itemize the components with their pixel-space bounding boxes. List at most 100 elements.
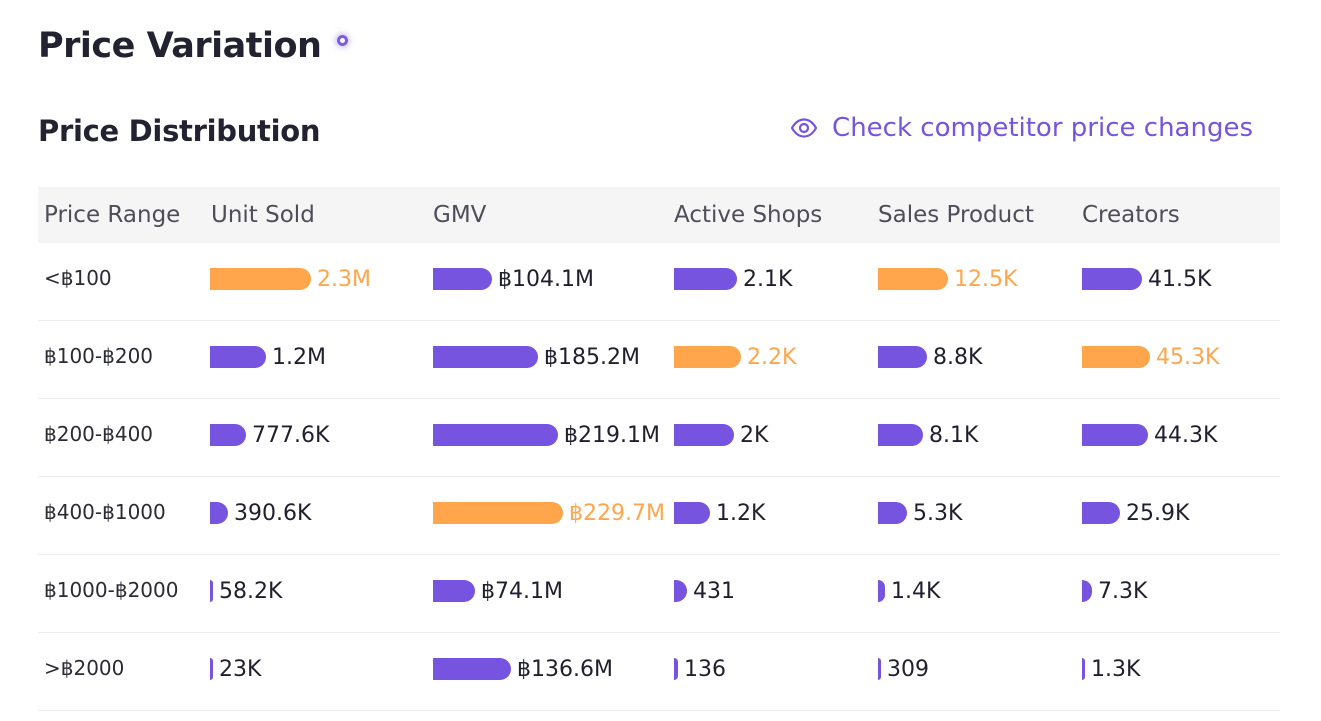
active-shops-cell: 2.2K: [674, 345, 796, 370]
sales-product-cell: 8.1K: [878, 422, 979, 448]
unit-sold-value: 777.6K: [252, 422, 330, 448]
price-range-label: ฿1000-฿2000: [44, 578, 179, 602]
sales-product-value: 12.5K: [954, 266, 1018, 292]
gmv-bar: [433, 268, 492, 290]
sales-product-value: 8.8K: [933, 344, 983, 370]
gmv-value: ฿229.7M: [569, 500, 665, 526]
active-shops-value: 431: [693, 578, 735, 604]
gmv-cell: ฿229.7M: [433, 500, 665, 526]
table-row[interactable]: ฿1000-฿2000 58.2K ฿74.1M 431 1.4K 7.3K: [38, 555, 1280, 633]
status-dot-icon: [337, 34, 349, 46]
active-shops-value: 136: [684, 656, 726, 682]
creators-cell: 44.3K: [1082, 422, 1218, 448]
gmv-value: ฿185.2M: [544, 344, 640, 370]
table-header: Price Range Unit Sold GMV Active Shops S…: [38, 187, 1280, 243]
check-competitor-price-link[interactable]: Check competitor price changes: [790, 113, 1253, 143]
gmv-cell: ฿185.2M: [433, 344, 640, 370]
gmv-bar: [433, 580, 475, 602]
column-header-sales-product[interactable]: Sales Product: [878, 202, 1034, 228]
sales-product-value: 1.4K: [891, 578, 941, 604]
unit-sold-cell: 23K: [210, 656, 262, 682]
unit-sold-value: 2.3M: [317, 266, 371, 292]
unit-sold-cell: 390.6K: [210, 500, 312, 526]
eye-icon: [790, 118, 818, 138]
gmv-value: ฿74.1M: [481, 578, 563, 604]
price-range-label: ฿400-฿1000: [44, 500, 166, 524]
active-shops-cell: 136: [674, 656, 726, 682]
active-shops-cell: 431: [674, 578, 735, 604]
section-title: Price Distribution: [38, 114, 321, 148]
creators-value: 7.3K: [1098, 578, 1148, 604]
page-title: Price Variation: [38, 26, 349, 66]
sales-product-bar: [878, 580, 885, 602]
column-header-creators[interactable]: Creators: [1082, 202, 1180, 228]
unit-sold-value: 23K: [219, 656, 262, 682]
unit-sold-cell: 777.6K: [210, 422, 330, 448]
creators-bar: [1082, 502, 1120, 524]
active-shops-bar: [674, 424, 734, 446]
sales-product-cell: 12.5K: [878, 266, 1018, 292]
creators-bar: [1082, 424, 1148, 446]
column-header-gmv[interactable]: GMV: [433, 202, 487, 228]
table-row[interactable]: ฿200-฿400 777.6K ฿219.1M 2K 8.1K 44.3K: [38, 399, 1280, 477]
sales-product-cell: 1.4K: [878, 578, 941, 604]
unit-sold-bar: [210, 580, 213, 602]
table-body: <฿100 2.3M ฿104.1M 2.1K 12.5K 41.5K ฿100-฿200 1…: [38, 243, 1280, 711]
active-shops-value: 2K: [740, 422, 769, 448]
active-shops-cell: 1.2K: [674, 500, 766, 526]
unit-sold-value: 58.2K: [219, 578, 283, 604]
creators-value: 25.9K: [1126, 500, 1190, 526]
sales-product-value: 309: [887, 656, 929, 682]
check-competitor-price-label: Check competitor price changes: [832, 113, 1253, 143]
gmv-bar: [433, 658, 511, 680]
price-range-label: >฿2000: [44, 656, 125, 680]
table-row[interactable]: ฿100-฿200 1.2M ฿185.2M 2.2K 8.8K 45.3K: [38, 321, 1280, 399]
gmv-cell: ฿136.6M: [433, 657, 613, 682]
price-range-label: ฿200-฿400: [44, 422, 154, 446]
creators-cell: 7.3K: [1082, 578, 1148, 604]
gmv-bar: [433, 502, 563, 524]
page-title-text: Price Variation: [38, 26, 322, 66]
creators-cell: 25.9K: [1082, 500, 1190, 526]
sales-product-cell: 8.8K: [878, 344, 983, 370]
active-shops-value: 1.2K: [716, 500, 766, 526]
table-row[interactable]: <฿100 2.3M ฿104.1M 2.1K 12.5K 41.5K: [38, 243, 1280, 321]
active-shops-bar: [674, 346, 741, 368]
sales-product-bar: [878, 346, 927, 368]
creators-bar: [1082, 658, 1085, 680]
unit-sold-value: 390.6K: [234, 500, 312, 526]
creators-bar: [1082, 268, 1142, 290]
active-shops-cell: 2.1K: [674, 267, 792, 292]
gmv-bar: [433, 424, 558, 446]
column-header-price-range[interactable]: Price Range: [44, 202, 181, 228]
creators-value: 45.3K: [1156, 344, 1220, 370]
column-header-active-shops[interactable]: Active Shops: [674, 202, 823, 228]
table-row[interactable]: >฿2000 23K ฿136.6M 136 309 1.3K: [38, 633, 1280, 711]
gmv-cell: ฿74.1M: [433, 578, 563, 604]
price-range-label: ฿100-฿200: [44, 344, 154, 368]
price-distribution-table: Price Range Unit Sold GMV Active Shops S…: [38, 187, 1280, 711]
unit-sold-value: 1.2M: [272, 344, 326, 370]
sales-product-cell: 5.3K: [878, 500, 963, 526]
gmv-value: ฿219.1M: [564, 422, 660, 448]
active-shops-bar: [674, 658, 678, 680]
creators-value: 1.3K: [1091, 656, 1141, 682]
creators-bar: [1082, 580, 1092, 602]
unit-sold-cell: 2.3M: [210, 266, 371, 292]
table-row[interactable]: ฿400-฿1000 390.6K ฿229.7M 1.2K 5.3K 25.9K: [38, 477, 1280, 555]
unit-sold-bar: [210, 502, 228, 524]
creators-bar: [1082, 346, 1150, 368]
sales-product-value: 8.1K: [929, 422, 979, 448]
sales-product-bar: [878, 268, 948, 290]
column-header-unit-sold[interactable]: Unit Sold: [211, 202, 315, 228]
sales-product-bar: [878, 502, 907, 524]
unit-sold-bar: [210, 658, 213, 680]
unit-sold-bar: [210, 346, 266, 368]
gmv-value: ฿104.1M: [498, 266, 594, 292]
sales-product-value: 5.3K: [913, 500, 963, 526]
creators-value: 44.3K: [1154, 422, 1218, 448]
sales-product-bar: [878, 424, 923, 446]
unit-sold-bar: [210, 424, 246, 446]
active-shops-cell: 2K: [674, 422, 769, 448]
creators-cell: 45.3K: [1082, 344, 1220, 370]
